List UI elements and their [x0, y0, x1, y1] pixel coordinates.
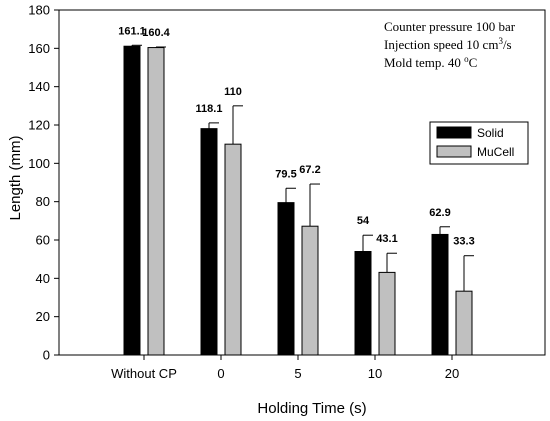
annotation-line-1: Counter pressure 100 bar: [384, 19, 516, 34]
y-tick-label-6: 120: [28, 118, 50, 133]
bar-mucell-4: [455, 290, 473, 356]
y-axis-title: Length (mm): [7, 135, 24, 220]
data-label-solid-2: 79.5: [275, 168, 296, 180]
data-label-solid-4: 62.9: [429, 207, 450, 219]
y-tick-label-3: 60: [36, 233, 50, 248]
bar-mucell-1: [224, 143, 242, 356]
legend-swatch-solid: [436, 126, 472, 139]
legend: Solid MuCell: [429, 121, 529, 165]
annotation-line-2: Injection speed 10 cm3/s: [384, 36, 512, 52]
bar-mucell-3: [378, 271, 396, 356]
data-label-mucell-0: 160.4: [142, 27, 170, 39]
y-tick-label-2: 40: [36, 271, 50, 286]
annotation-line-3: Mold temp. 40 oC: [384, 54, 477, 70]
data-label-mucell-2: 67.2: [299, 164, 320, 176]
bar-solid-4: [431, 233, 449, 356]
x-tick-label-3: 10: [368, 366, 382, 381]
data-label-mucell-4: 33.3: [453, 236, 474, 248]
chart-bars: [123, 44, 474, 356]
x-axis-title: Holding Time (s): [257, 400, 366, 417]
data-label-mucell-3: 43.1: [376, 233, 397, 245]
bar-mucell-0: [147, 47, 165, 356]
bar-solid-0: [123, 45, 141, 356]
bar-mucell-2: [301, 225, 319, 356]
y-tick-label-1: 20: [36, 309, 50, 324]
x-tick-label-2: 5: [294, 366, 301, 381]
y-tick-label-8: 160: [28, 41, 50, 56]
data-label-solid-0: 161.1: [118, 25, 146, 37]
y-tick-label-9: 180: [28, 3, 50, 18]
conditions-annotation: Counter pressure 100 bar Injection speed…: [384, 19, 516, 70]
legend-label-solid: Solid: [477, 126, 504, 140]
y-tick-label-0: 0: [43, 348, 50, 363]
y-tick-label-7: 140: [28, 79, 50, 94]
x-tick-label-4: 20: [445, 366, 459, 381]
x-tick-label-1: 0: [217, 366, 224, 381]
y-tick-label-5: 100: [28, 156, 50, 171]
data-label-mucell-1: 110: [224, 86, 242, 98]
data-label-solid-1: 118.1: [196, 103, 223, 115]
y-tick-label-4: 80: [36, 194, 50, 209]
legend-label-mucell: MuCell: [477, 145, 514, 159]
bar-solid-3: [354, 251, 372, 356]
bar-solid-2: [277, 202, 295, 356]
data-label-solid-3: 54: [357, 215, 370, 227]
bar-solid-1: [200, 128, 218, 356]
legend-swatch-mucell: [436, 145, 472, 158]
x-tick-label-0: Without CP: [111, 366, 177, 381]
